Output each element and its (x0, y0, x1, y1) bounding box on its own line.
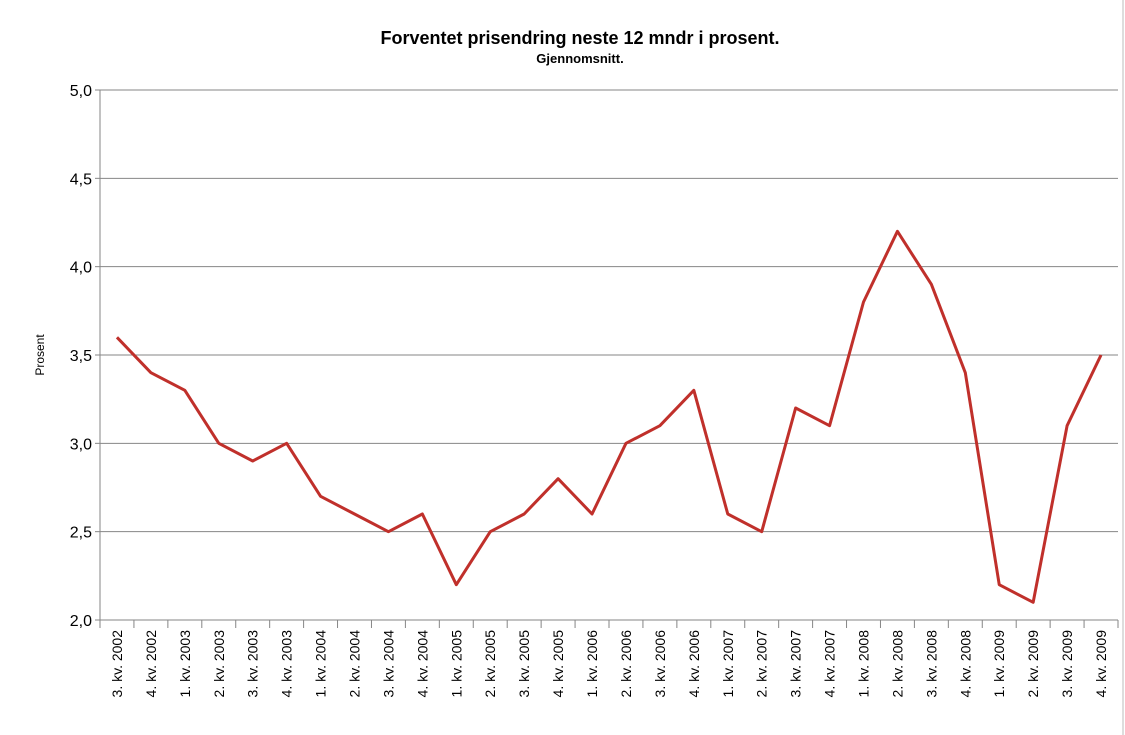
y-tick-label: 4,0 (70, 260, 92, 277)
x-tick-label: 2. kv. 2003 (211, 630, 227, 698)
x-tick-label: 3. kv. 2009 (1059, 630, 1075, 698)
x-tick-label: 4. kv. 2002 (143, 630, 159, 698)
x-tick-label: 3. kv. 2002 (109, 630, 125, 698)
y-tick-label: 3,0 (70, 436, 92, 453)
chart-subtitle: Gjennomsnitt. (536, 51, 623, 66)
x-tick-label: 4. kv. 2008 (957, 630, 973, 698)
x-tick-label: 4. kv. 2005 (550, 630, 566, 698)
x-tick-label: 4. kv. 2006 (686, 630, 702, 698)
y-axis-label: Prosent (33, 334, 47, 376)
x-tick-label: 1. kv. 2009 (991, 630, 1007, 698)
x-tick-label: 3. kv. 2005 (516, 630, 532, 698)
x-tick-label: 1. kv. 2007 (720, 630, 736, 698)
chart-title: Forventet prisendring neste 12 mndr i pr… (380, 28, 779, 48)
x-tick-label: 4. kv. 2007 (822, 630, 838, 698)
x-tick-label: 4. kv. 2009 (1093, 630, 1109, 698)
y-tick-label: 2,0 (70, 613, 92, 630)
x-tick-label: 2. kv. 2008 (889, 630, 905, 698)
x-tick-label: 1. kv. 2008 (856, 630, 872, 698)
x-tick-label: 2. kv. 2009 (1025, 630, 1041, 698)
y-tick-label: 5,0 (70, 83, 92, 100)
x-tick-label: 2. kv. 2007 (754, 630, 770, 698)
x-tick-label: 2. kv. 2004 (347, 630, 363, 698)
x-tick-label: 1. kv. 2006 (584, 630, 600, 698)
y-tick-label: 2,5 (70, 525, 92, 542)
x-tick-label: 1. kv. 2003 (177, 630, 193, 698)
data-line (115, 229, 1103, 604)
x-tick-label: 3. kv. 2004 (380, 630, 396, 698)
x-tick-label: 1. kv. 2004 (313, 630, 329, 698)
x-tick-label: 3. kv. 2003 (245, 630, 261, 698)
x-tick-label: 2. kv. 2005 (482, 630, 498, 698)
x-tick-label: 2. kv. 2006 (618, 630, 634, 698)
y-tick-label: 4,5 (70, 171, 92, 188)
x-tick-label: 3. kv. 2007 (788, 630, 804, 698)
x-tick-label: 1. kv. 2005 (448, 630, 464, 698)
x-tick-label: 3. kv. 2008 (923, 630, 939, 698)
y-tick-label: 3,5 (70, 348, 92, 365)
x-tick-label: 4. kv. 2004 (414, 630, 430, 698)
x-tick-label: 3. kv. 2006 (652, 630, 668, 698)
x-tick-label: 4. kv. 2003 (279, 630, 295, 698)
